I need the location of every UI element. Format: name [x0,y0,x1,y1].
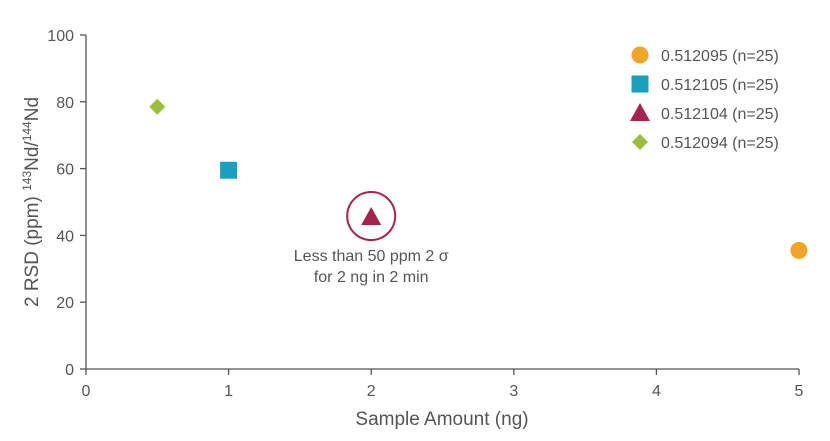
y-axis-title-mid: Nd/ [22,141,43,171]
y-axis-title-sup2: 144 [20,121,34,141]
x-tick-label: 2 [367,383,376,400]
y-tick-label: 60 [56,162,74,179]
y-tick-label: 40 [56,228,74,245]
y-axis-title-prefix: 2 RSD (ppm) [22,191,43,307]
x-tick-label: 1 [224,383,233,400]
y-axis-title-group: 2 RSD (ppm) 143Nd/144Nd [20,97,43,307]
y-tick-label: 80 [56,95,74,112]
annotation-text: for 2 ng in 2 min [314,269,429,286]
y-tick-label: 20 [56,295,74,312]
legend-marker-square [631,75,649,93]
x-axis-title: Sample Amount (ng) [355,409,528,430]
legend-label: 0.512104 (n=25) [661,106,779,123]
annotations: Less than 50 ppm 2 σ for 2 ng in 2 min [294,191,449,286]
y-tick-label: 100 [47,28,74,45]
x-tick-label: 5 [795,383,804,400]
legend-marker-circle [631,46,649,64]
legend-label: 0.512105 (n=25) [661,77,779,94]
legend-marker-diamond [632,134,648,150]
data-point-circle [790,241,808,259]
y-tick-label: 0 [65,362,74,379]
data-point-diamond [149,98,166,115]
x-tick-label: 0 [82,383,91,400]
data-points [149,98,808,259]
data-point-triangle [361,207,382,226]
legend-label: 0.512094 (n=25) [661,135,779,152]
highlight-ring [346,191,397,242]
y-axis-title-suffix: Nd [22,97,43,121]
annotation-text: Less than 50 ppm 2 σ [294,248,449,265]
legend-label: 0.512095 (n=25) [661,48,779,65]
legend: 0.512095 (n=25) 0.512105 (n=25) 0.512104 (… [630,46,779,152]
axes: 0 20 40 60 80 100 0 1 2 3 4 5 [47,28,803,400]
legend-marker-triangle [630,103,650,121]
data-point-square [220,161,238,179]
x-tick-label: 4 [652,383,661,400]
x-tick-label: 3 [509,383,518,400]
y-axis-title-sup1: 143 [20,171,34,191]
y-axis-title: 2 RSD (ppm) 143Nd/144Nd [20,97,43,307]
